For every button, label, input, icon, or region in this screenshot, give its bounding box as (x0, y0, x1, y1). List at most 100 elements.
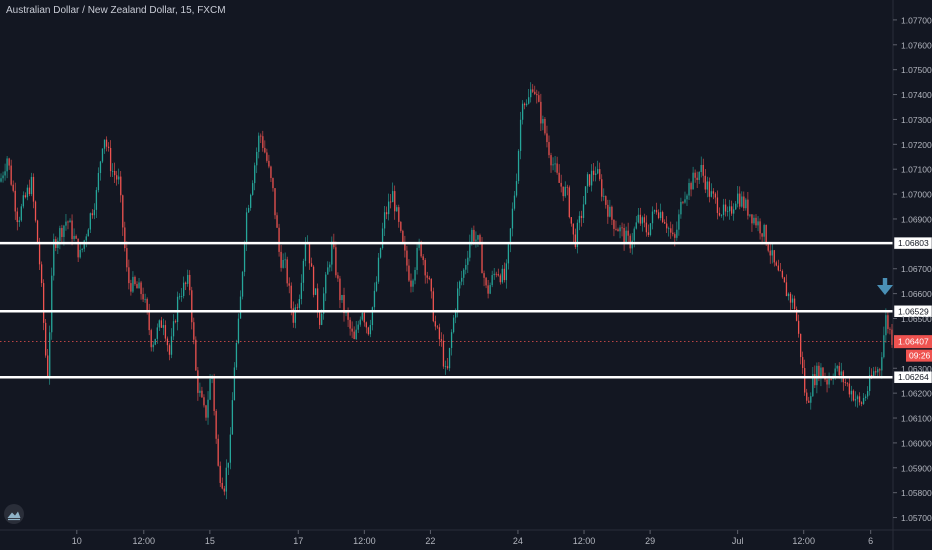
candle-body (67, 221, 69, 223)
candle-body (491, 275, 493, 286)
candle-body (308, 242, 311, 264)
candle-body (639, 214, 641, 224)
candle-body (690, 183, 692, 190)
candle-body (428, 277, 430, 279)
candle-body (686, 195, 688, 200)
candle-body (621, 227, 623, 229)
candle-body (95, 190, 98, 210)
candle-body (574, 234, 577, 248)
candle-body (797, 320, 800, 334)
tradingview-logo-icon[interactable] (4, 504, 24, 524)
candle-body (209, 378, 211, 400)
candle-body (438, 327, 441, 340)
candle-body (720, 215, 723, 216)
candle-body (836, 366, 838, 369)
candle-body (601, 179, 603, 197)
candle-body (653, 210, 656, 212)
candle-body (36, 220, 39, 244)
candle-body (57, 240, 59, 248)
candle-body (254, 165, 256, 184)
candle-body (846, 382, 848, 384)
time-axis[interactable]: 10 12:00 15 17 12:00 22 24 12:00 29 Jul 12:00 6 (72, 530, 873, 546)
candle-body (655, 210, 658, 213)
candle-body (546, 133, 548, 143)
candle-body (260, 135, 262, 137)
level-price-box (893, 370, 932, 384)
candle-body (22, 195, 24, 207)
candle-body (124, 227, 126, 249)
candle-body (40, 264, 43, 284)
candle-body (130, 283, 132, 292)
candle-body (339, 278, 341, 301)
support-resistance-lines[interactable]: 1.06803 1.06529 1.06264 1.06407 09:26 (0, 236, 932, 384)
candle-body (91, 213, 93, 216)
candle-body (771, 250, 773, 256)
candle-body (286, 259, 288, 284)
candle-body (34, 201, 37, 221)
candle-body (584, 186, 587, 205)
candle-body (237, 318, 240, 343)
candle-body (633, 228, 635, 241)
candle-body (513, 195, 516, 209)
candle-body (645, 222, 648, 233)
candle-body (469, 241, 471, 258)
candle-body (394, 191, 396, 212)
candle-body (745, 199, 747, 209)
price-axis[interactable]: 1.07700 1.07600 1.07500 1.07400 1.07300 1.072… (893, 15, 932, 523)
candle-body (564, 186, 566, 197)
candle-body (314, 288, 317, 295)
candle-body (588, 174, 591, 186)
candle-body (793, 298, 796, 310)
candle-body (704, 175, 706, 190)
candle-body (172, 321, 175, 337)
candle-body (272, 178, 274, 189)
candle-body (505, 263, 508, 281)
x-tick-label: 6 (868, 536, 873, 546)
candle-body (24, 195, 27, 198)
candle-body (698, 172, 700, 180)
candle-body (712, 191, 715, 194)
candle-body (446, 366, 449, 369)
candle-body (274, 188, 276, 216)
candle-body (501, 268, 503, 283)
candle-body (178, 296, 181, 298)
candle-body (426, 275, 428, 278)
x-tick-label: 12:00 (573, 536, 596, 546)
candle-body (351, 328, 353, 332)
candle-body (672, 232, 674, 235)
candle-body (883, 335, 885, 358)
candle-body (489, 285, 491, 294)
candle-body (542, 118, 544, 124)
candle-body (674, 234, 676, 238)
candle-body (509, 228, 512, 245)
candle-body (759, 221, 761, 234)
candle-body (623, 227, 625, 244)
candle-body (694, 172, 696, 178)
candle-body (625, 230, 627, 244)
candle-body (515, 181, 518, 196)
x-tick-label: 29 (645, 536, 655, 546)
candle-body (268, 160, 270, 167)
candle-body (442, 340, 445, 367)
candle-body (775, 262, 777, 266)
candle-body (132, 276, 134, 292)
candle-body (219, 465, 221, 483)
candle-body (708, 181, 710, 197)
candle-body (452, 317, 455, 333)
candle-body (603, 196, 605, 197)
candle-body (99, 161, 102, 173)
candle-body (142, 294, 144, 300)
candle-body (359, 319, 361, 325)
candle-body (337, 275, 339, 279)
candle-body (310, 263, 313, 267)
candle-body (59, 228, 61, 241)
y-tick-label: 1.06000 (901, 438, 932, 448)
candle-body (461, 277, 463, 282)
candle-body (215, 411, 217, 439)
candle-body (349, 319, 351, 329)
candle-body (830, 378, 832, 380)
y-tick-label: 1.07000 (901, 190, 932, 200)
candle-body (816, 365, 818, 386)
